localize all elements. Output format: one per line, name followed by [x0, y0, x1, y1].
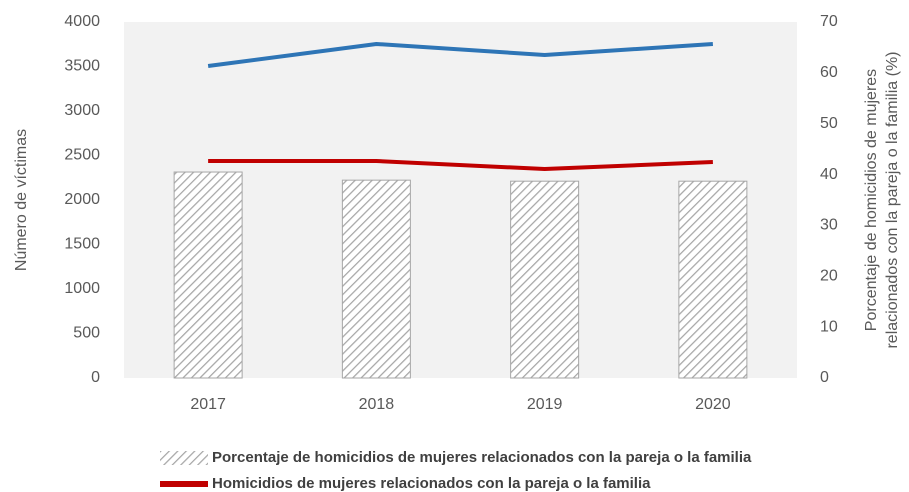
- bar: [678, 180, 748, 379]
- y2-tick-label: 60: [820, 64, 838, 81]
- y2-axis-label: Porcentaje de homicidios de mujeres: [863, 69, 880, 331]
- y-tick-label: 3000: [64, 102, 100, 119]
- bar: [510, 180, 580, 379]
- legend-label: Porcentaje de homicidios de mujeres rela…: [212, 449, 752, 466]
- y2-tick-label: 30: [820, 217, 838, 234]
- y-tick-label: 3500: [64, 58, 100, 75]
- y-tick-label: 0: [91, 369, 100, 386]
- legend-label: Homicidios de mujeres relacionados con l…: [212, 475, 651, 492]
- line-series: [207, 41, 714, 68]
- y2-tick-label: 10: [820, 318, 838, 335]
- y2-tick-label: 70: [820, 13, 838, 30]
- y-tick-label: 2500: [64, 147, 100, 164]
- x-tick-label: 2017: [190, 396, 226, 413]
- y2-tick-label: 50: [820, 115, 838, 132]
- y-tick-label: 500: [73, 325, 100, 342]
- legend-swatch: [160, 451, 208, 465]
- y2-tick-label: 0: [820, 369, 829, 386]
- y-tick-label: 4000: [64, 13, 100, 30]
- x-tick-label: 2018: [359, 396, 395, 413]
- x-tick-label: 2019: [527, 396, 563, 413]
- y-tick-label: 2000: [64, 191, 100, 208]
- y2-axis-label: relacionados con la pareja o la familia …: [884, 51, 901, 348]
- y-tick-label: 1000: [64, 280, 100, 297]
- y-tick-label: 1500: [64, 236, 100, 253]
- line-series: [208, 159, 713, 172]
- x-tick-label: 2020: [695, 396, 731, 413]
- y2-tick-label: 40: [820, 166, 838, 183]
- bar: [341, 179, 411, 379]
- bar: [173, 171, 243, 379]
- y2-tick-label: 20: [820, 268, 838, 285]
- y-axis-label: Número de víctimas: [13, 129, 30, 271]
